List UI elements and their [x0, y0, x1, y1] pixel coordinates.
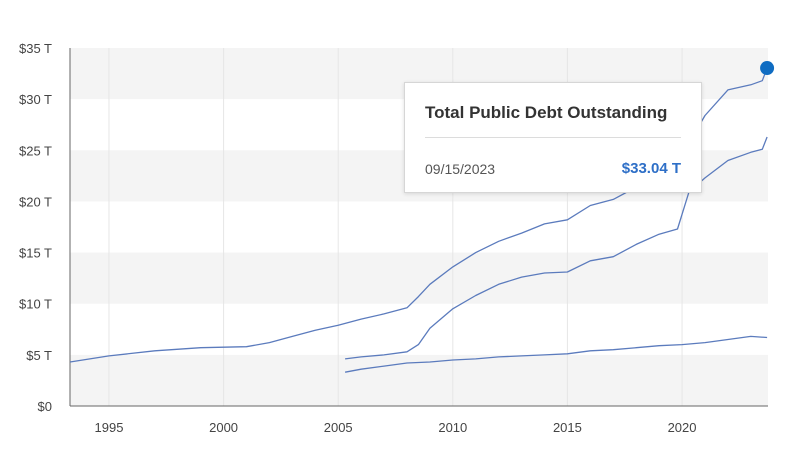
highlight-marker-group [760, 61, 775, 76]
highlight-marker[interactable] [760, 61, 775, 76]
data-tooltip: Total Public Debt Outstanding 09/15/2023… [404, 82, 702, 193]
y-tick-label: $15 T [19, 246, 52, 261]
x-tick-labels: 1995 2000 2005 2010 2015 2020 [95, 420, 697, 435]
y-tick-label: $35 T [19, 41, 52, 56]
x-tick-label: 2005 [324, 420, 353, 435]
grid-band [70, 354, 768, 406]
tooltip-divider [425, 137, 681, 138]
x-tick-label: 2000 [209, 420, 238, 435]
x-tick-label: 1995 [95, 420, 124, 435]
tooltip-date: 09/15/2023 [425, 161, 496, 177]
y-tick-labels: $0 $5 T $10 T $15 T $20 T $25 T $30 T $35 T [19, 41, 52, 414]
x-tick-label: 2010 [438, 420, 467, 435]
y-tick-label: $30 T [19, 92, 52, 107]
x-tick-label: 2015 [553, 420, 582, 435]
y-tick-label: $0 [38, 399, 52, 414]
y-tick-label: $5 T [26, 348, 52, 363]
axes [69, 48, 768, 407]
y-tick-label: $20 T [19, 194, 52, 209]
tooltip-value: $33.04 T [621, 160, 681, 177]
y-tick-label: $25 T [19, 143, 52, 158]
series-line-3 [344, 335, 768, 373]
tooltip-title: Total Public Debt Outstanding [425, 103, 668, 122]
x-tick-label: 2020 [668, 420, 697, 435]
y-tick-label: $10 T [19, 297, 52, 312]
series-line-2 [345, 136, 768, 360]
